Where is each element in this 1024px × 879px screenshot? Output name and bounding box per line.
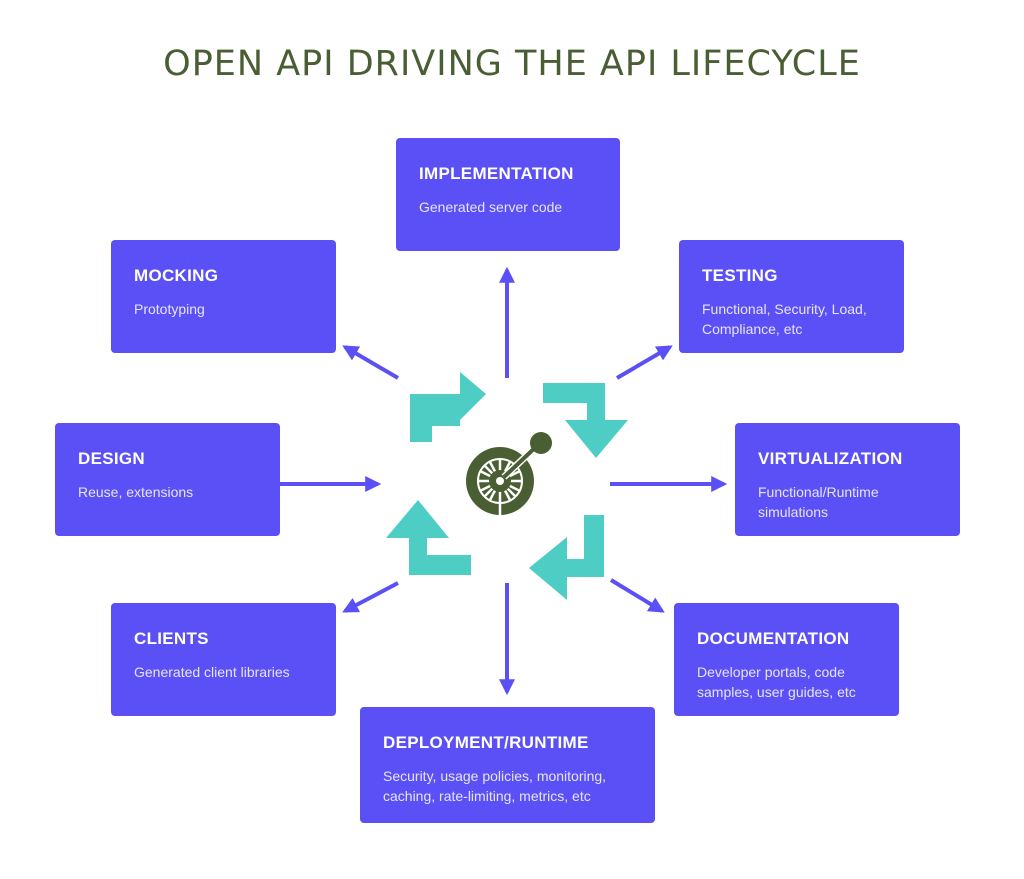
testing-description: Functional, Security, Load, Compliance, … [702,301,867,337]
virtualization-box: VIRTUALIZATION Functional/Runtime simula… [735,423,960,536]
cycle-arrow-top-left [410,372,486,442]
deployment-runtime-description: Security, usage policies, monitoring, ca… [383,768,607,804]
implementation-heading: IMPLEMENTATION [419,164,574,183]
design-heading: DESIGN [78,449,145,468]
mocking-heading: MOCKING [134,266,219,285]
arrow-to-testing [615,345,673,380]
openapi-logo-icon [466,432,552,515]
cycle-arrow-bottom-right [529,515,604,600]
documentation-box: DOCUMENTATION Developer portals, code sa… [674,603,899,716]
arrow-to-documentation [609,578,665,613]
documentation-description: Developer portals, code samples, user gu… [697,664,856,700]
mocking-description: Prototyping [134,301,205,317]
design-box: DESIGN Reuse, extensions [55,423,280,536]
design-description: Reuse, extensions [78,484,194,500]
deployment-runtime-box: DEPLOYMENT/RUNTIME Security, usage polic… [360,707,655,823]
implementation-box: IMPLEMENTATION Generated server code [396,138,620,251]
arrow-to-mocking [342,345,400,380]
testing-heading: TESTING [702,266,778,285]
clients-heading: CLIENTS [134,629,209,648]
documentation-heading: DOCUMENTATION [697,629,850,648]
virtualization-heading: VIRTUALIZATION [758,449,903,468]
cycle-arrow-top-right [543,383,628,458]
mocking-box: MOCKING Prototyping [111,240,336,353]
testing-box: TESTING Functional, Security, Load, Comp… [679,240,904,353]
arrow-to-clients [342,581,399,613]
clients-description: Generated client libraries [134,664,290,680]
clients-box: CLIENTS Generated client libraries [111,603,336,716]
deployment-runtime-heading: DEPLOYMENT/RUNTIME [383,733,589,752]
diagram-title: OPEN API DRIVING THE API LIFECYCLE [163,44,861,84]
implementation-description: Generated server code [419,199,563,215]
cycle-arrow-bottom-left [386,500,471,575]
virtualization-description: Functional/Runtime simulations [758,484,879,520]
